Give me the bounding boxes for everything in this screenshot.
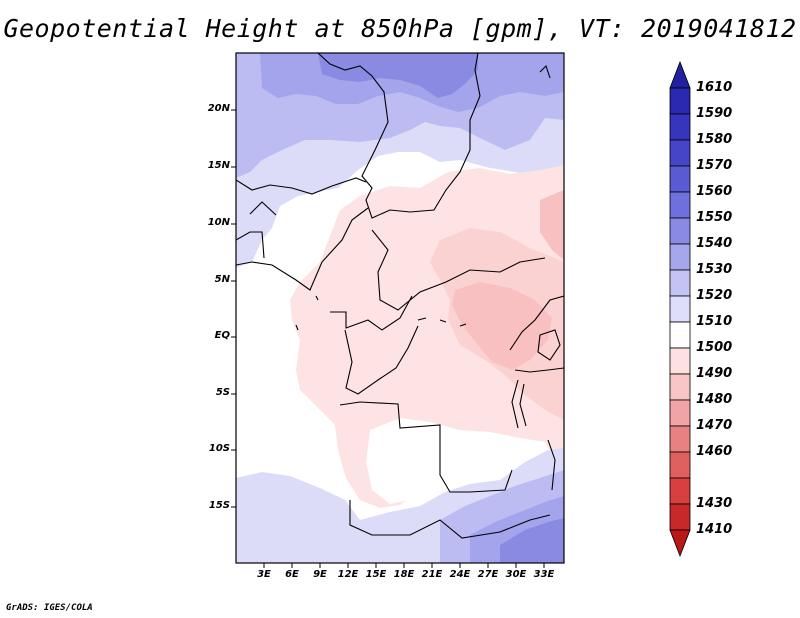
longitude-label: 18E — [393, 569, 415, 580]
contour-1550-north — [318, 53, 478, 98]
colorbar-swatch — [669, 321, 691, 349]
longitude-label: 6E — [285, 569, 299, 580]
colorbar-label: 1430 — [696, 496, 733, 511]
colorbar-label: 1520 — [696, 288, 733, 303]
colorbar-swatch — [669, 139, 691, 167]
latitude-label: 15S — [208, 500, 230, 511]
colorbar-swatch — [669, 399, 691, 427]
latitude-label: 20N — [207, 103, 230, 114]
latitude-label: EQ — [214, 330, 230, 341]
colorbar-label: 1590 — [696, 106, 733, 121]
contour-1550-south — [500, 518, 564, 563]
border-congo-river — [344, 325, 419, 395]
latitude-label: 15N — [207, 160, 230, 171]
colorbar-swatch — [669, 347, 691, 375]
colorbar-label: 1580 — [696, 132, 733, 147]
lake-victoria — [537, 329, 561, 361]
colorbar-label: 1500 — [696, 340, 733, 355]
colorbar-swatch — [669, 243, 691, 271]
longitude-label: 9E — [313, 569, 327, 580]
lake-malawi — [547, 439, 556, 491]
border-car — [371, 229, 546, 311]
colorbar-label: 1610 — [696, 80, 733, 95]
colorbar-swatch — [669, 87, 691, 115]
colorbar-top-arrow — [669, 60, 691, 89]
colorbar-swatch — [669, 269, 691, 297]
colorbar-label: 1540 — [696, 236, 733, 251]
latitude-label: 5N — [214, 274, 230, 285]
latitude-label: 10N — [207, 217, 230, 228]
longitude-label: 24E — [449, 569, 471, 580]
longitude-label: 27E — [477, 569, 499, 580]
border-east-africa — [509, 295, 564, 373]
colorbar — [669, 60, 691, 558]
border-west-coast — [236, 201, 277, 259]
longitude-label: 30E — [505, 569, 527, 580]
map-frame — [235, 52, 565, 564]
colorbar-swatch — [669, 191, 691, 219]
latitude-ticks — [231, 109, 236, 508]
small-lakes — [295, 295, 467, 331]
colorbar-swatch — [669, 217, 691, 245]
colorbar-label: 1470 — [696, 418, 733, 433]
red-sea-coast — [539, 64, 551, 79]
colorbar-label: 1410 — [696, 522, 733, 537]
border-sahel — [236, 177, 367, 195]
colorbar-label: 1570 — [696, 158, 733, 173]
border-gulf — [236, 207, 369, 291]
border-congo-north — [330, 295, 413, 331]
colorbar-swatch — [669, 477, 691, 505]
border-north-central — [317, 53, 481, 219]
grads-credit: GrADS: IGES/COLA — [6, 603, 93, 613]
map-title: Geopotential Height at 850hPa [gpm], VT:… — [3, 14, 797, 43]
colorbar-label: 1480 — [696, 392, 733, 407]
border-angola — [339, 401, 513, 493]
border-southern — [349, 500, 551, 539]
colorbar-swatch — [669, 113, 691, 141]
contour-1490-central — [452, 282, 552, 370]
longitude-label: 15E — [365, 569, 387, 580]
colorbar-label: 1530 — [696, 262, 733, 277]
colorbar-label: 1560 — [696, 184, 733, 199]
colorbar-swatch — [669, 425, 691, 453]
colorbar-swatch — [669, 373, 691, 401]
latitude-label: 5S — [215, 387, 230, 398]
contour-1520-west — [236, 172, 266, 258]
colorbar-swatch — [669, 295, 691, 323]
longitude-label: 21E — [421, 569, 443, 580]
longitude-label: 3E — [257, 569, 271, 580]
colorbar-swatch — [669, 451, 691, 479]
longitude-ticks — [263, 563, 545, 568]
country-borders — [236, 53, 564, 539]
latitude-label: 10S — [208, 443, 230, 454]
colorbar-label: 1510 — [696, 314, 733, 329]
colorbar-label: 1550 — [696, 210, 733, 225]
lake-tanganyika — [511, 379, 527, 429]
longitude-label: 33E — [533, 569, 555, 580]
colorbar-swatch — [669, 165, 691, 193]
longitude-label: 12E — [337, 569, 359, 580]
contour-1490-east — [540, 190, 564, 260]
colorbar-label: 1490 — [696, 366, 733, 381]
colorbar-swatch — [669, 503, 691, 531]
colorbar-bottom-arrow — [669, 529, 691, 558]
colorbar-label: 1460 — [696, 444, 733, 459]
